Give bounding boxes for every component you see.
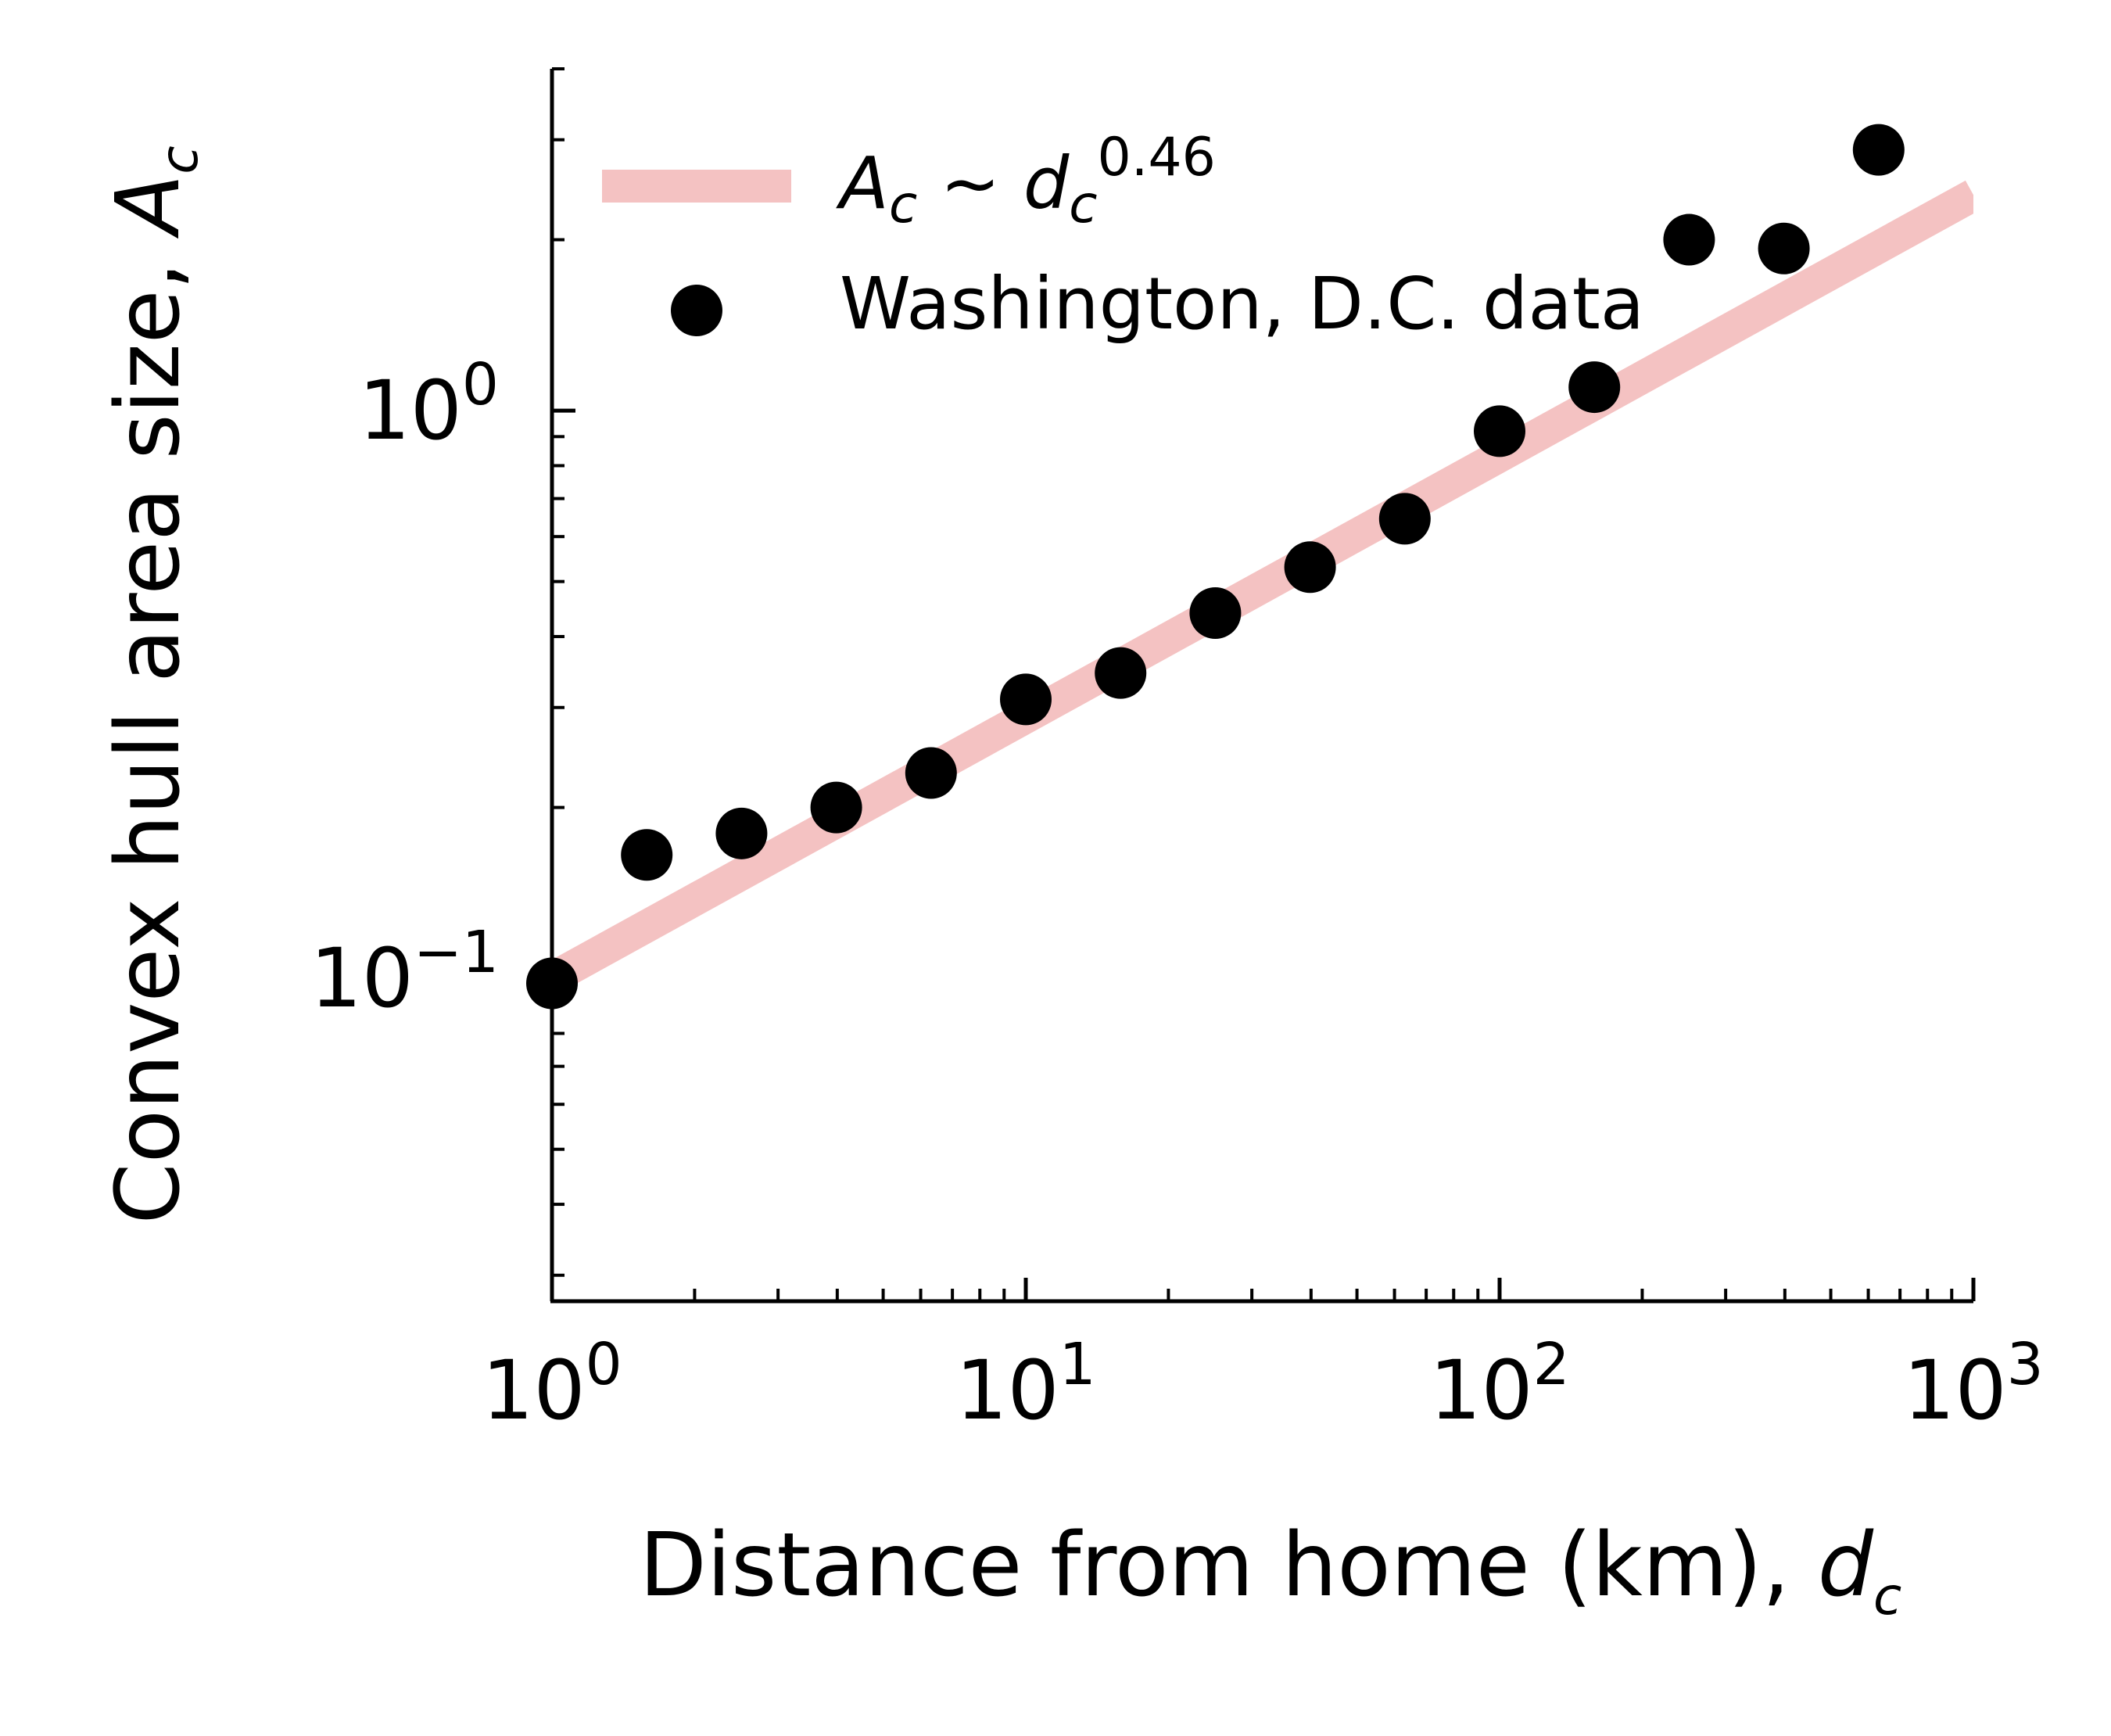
y-tick-base: 10	[310, 931, 414, 1026]
x-axis-label-var: d	[1818, 1515, 1874, 1616]
x-tick-exponent: 2	[1533, 1331, 1570, 1398]
y-tick-base: 10	[359, 363, 462, 458]
x-axis-label-text: Distance from home (km),	[640, 1515, 1818, 1616]
data-point	[1378, 493, 1431, 545]
legend-fit-A-sub: c	[889, 174, 917, 235]
y-tick-label: 100	[359, 351, 499, 458]
legend-fit-tilde: ~	[917, 142, 1023, 225]
data-point	[621, 829, 673, 881]
fit-line	[552, 180, 1973, 993]
x-tick-exponent: 1	[1059, 1331, 1096, 1398]
data-point	[1663, 213, 1715, 266]
x-axis-label-sub: c	[1873, 1566, 1901, 1627]
x-tick-base: 10	[1903, 1343, 2006, 1438]
fit-line-layer	[552, 180, 1973, 993]
data-point	[1758, 222, 1810, 274]
legend-fit-d: d	[1023, 142, 1070, 225]
x-tick-base: 10	[1429, 1343, 1532, 1438]
y-tick-label: 10−1	[310, 919, 499, 1026]
x-tick-label: 101	[955, 1331, 1095, 1438]
data-point	[1000, 673, 1052, 726]
legend-data-label: Washington, D.C. data	[840, 262, 1644, 346]
data-point	[810, 781, 862, 834]
y-tick-exponent: −1	[414, 919, 499, 986]
x-tick-base: 10	[955, 1343, 1059, 1438]
y-axis-label-var: A	[98, 174, 199, 239]
data-points-layer	[526, 124, 1905, 1010]
x-tick-exponent: 3	[2007, 1331, 2044, 1398]
data-point	[1852, 124, 1905, 176]
legend-fit-A: A	[836, 142, 889, 225]
x-axis-label: Distance from home (km), dc	[640, 1515, 1902, 1627]
y-axis-label-text: Convex hull area size,	[98, 234, 199, 1224]
data-point	[1189, 586, 1242, 639]
data-point	[1474, 405, 1525, 457]
x-tick-label: 100	[482, 1331, 622, 1438]
y-axis-label: Convex hull area size, Ac	[98, 145, 210, 1224]
legend-fit-label: Ac ~ dc0.46	[836, 127, 1216, 235]
y-tick-exponent: 0	[462, 351, 499, 418]
legend-data-marker	[671, 285, 722, 336]
y-axis-label-sub: c	[149, 145, 210, 174]
x-tick-label: 102	[1429, 1331, 1569, 1438]
x-tick-base: 10	[482, 1343, 585, 1438]
x-tick-exponent: 0	[586, 1331, 622, 1398]
x-tick-label: 103	[1903, 1331, 2043, 1438]
data-point	[1095, 647, 1147, 699]
data-point	[1568, 361, 1621, 414]
legend-fit-d-sub: c	[1069, 174, 1097, 235]
data-point	[1284, 541, 1336, 594]
data-point	[905, 747, 957, 799]
data-point	[715, 807, 768, 859]
legend-fit-exponent: 0.46	[1098, 127, 1216, 188]
